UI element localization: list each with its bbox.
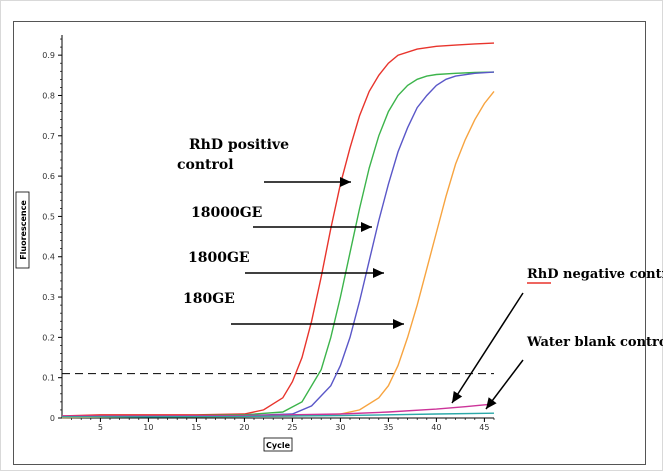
y-axis-title-box: [15, 191, 30, 269]
y-tick-label: 0.5: [42, 212, 55, 221]
y-tick-label: 0.9: [42, 51, 55, 60]
annotation-label: Water blank control: [526, 335, 663, 350]
x-tick-label: 5: [98, 423, 103, 432]
annotation-label: 18000GE: [191, 205, 262, 221]
annotation-label: control: [177, 157, 234, 173]
y-tick-label: 0.3: [42, 293, 55, 302]
series-line-2: [61, 71, 495, 418]
y-tick-label: 0.1: [42, 374, 55, 383]
y-tick-label: 0.4: [42, 253, 55, 262]
y-axis-title: Fluorescence: [19, 200, 28, 260]
x-tick-label: 10: [143, 423, 153, 432]
x-tick-label: 15: [191, 423, 201, 432]
annotation-arrowhead: [361, 222, 372, 232]
annotation-label: RhD negative control: [527, 267, 663, 282]
x-tick-label: 35: [383, 423, 393, 432]
annotation-arrowhead: [340, 177, 351, 187]
x-tick-label: 30: [335, 423, 345, 432]
series-line-6: [62, 412, 495, 418]
annotation-label: 180GE: [183, 291, 235, 307]
annotation-label: RhD positive: [189, 137, 289, 153]
annotation-arrowhead: [452, 391, 463, 403]
y-tick-label: 0.7: [42, 132, 55, 141]
plot-frame: [13, 21, 646, 465]
series-line-1: [61, 42, 495, 417]
annotation-arrowhead: [393, 319, 404, 329]
series-line-3: [61, 71, 495, 418]
x-tick-label: 25: [287, 423, 297, 432]
x-tick-label: 40: [431, 423, 441, 432]
series-line-5: [62, 403, 495, 417]
annotation-arrow: [451, 292, 524, 404]
annotation-arrowhead: [486, 397, 497, 409]
y-tick-label: 0.2: [42, 333, 55, 342]
y-tick-label: 0: [50, 414, 55, 423]
annotation-label: 1800GE: [188, 250, 250, 266]
x-tick-label: 20: [239, 423, 249, 432]
x-axis-title: Cycle: [266, 441, 291, 450]
y-tick-label: 0.6: [42, 172, 55, 181]
y-tick-label: 0.8: [42, 91, 55, 100]
x-axis-title-box: [263, 437, 293, 452]
x-tick-label: 45: [479, 423, 489, 432]
annotation-arrowhead: [373, 268, 384, 278]
